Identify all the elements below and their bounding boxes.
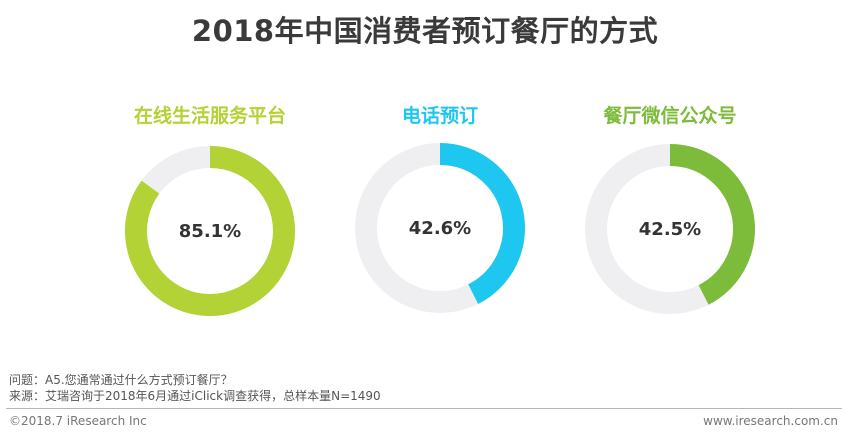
donut-2: 电话预订 42.6% [355, 104, 525, 313]
donut-category-label: 电话预订 [402, 104, 478, 127]
question-note: 问题：A5.您通常通过什么方式预订餐厅？ [9, 373, 233, 387]
footer-notes: 问题：A5.您通常通过什么方式预订餐厅？ 来源：艾瑞咨询于2018年6月通过iC… [9, 372, 381, 404]
chart-title: 2018年中国消费者预订餐厅的方式 [191, 14, 659, 48]
source-note: 来源：艾瑞咨询于2018年6月通过iClick调查获得，总样本量N=1490 [9, 389, 381, 403]
donut-category-label: 餐厅微信公众号 [603, 104, 736, 127]
donut-value-arc [125, 146, 295, 316]
donut-1: 在线生活服务平台 85.1% [125, 104, 295, 316]
copyright-text: ©2018.7 iResearch Inc [9, 414, 147, 428]
donut-value-label: 85.1% [179, 221, 241, 242]
donut-category-label: 在线生活服务平台 [134, 104, 286, 127]
website-text: www.iresearch.com.cn [703, 414, 838, 428]
donut-value-label: 42.6% [409, 218, 471, 239]
footer-divider [6, 408, 842, 409]
donut-value-label: 42.5% [639, 219, 701, 240]
donut-value-arc [439, 143, 525, 304]
donut-value-arc [669, 144, 755, 305]
donut-3: 餐厅微信公众号 42.5% [585, 104, 755, 314]
